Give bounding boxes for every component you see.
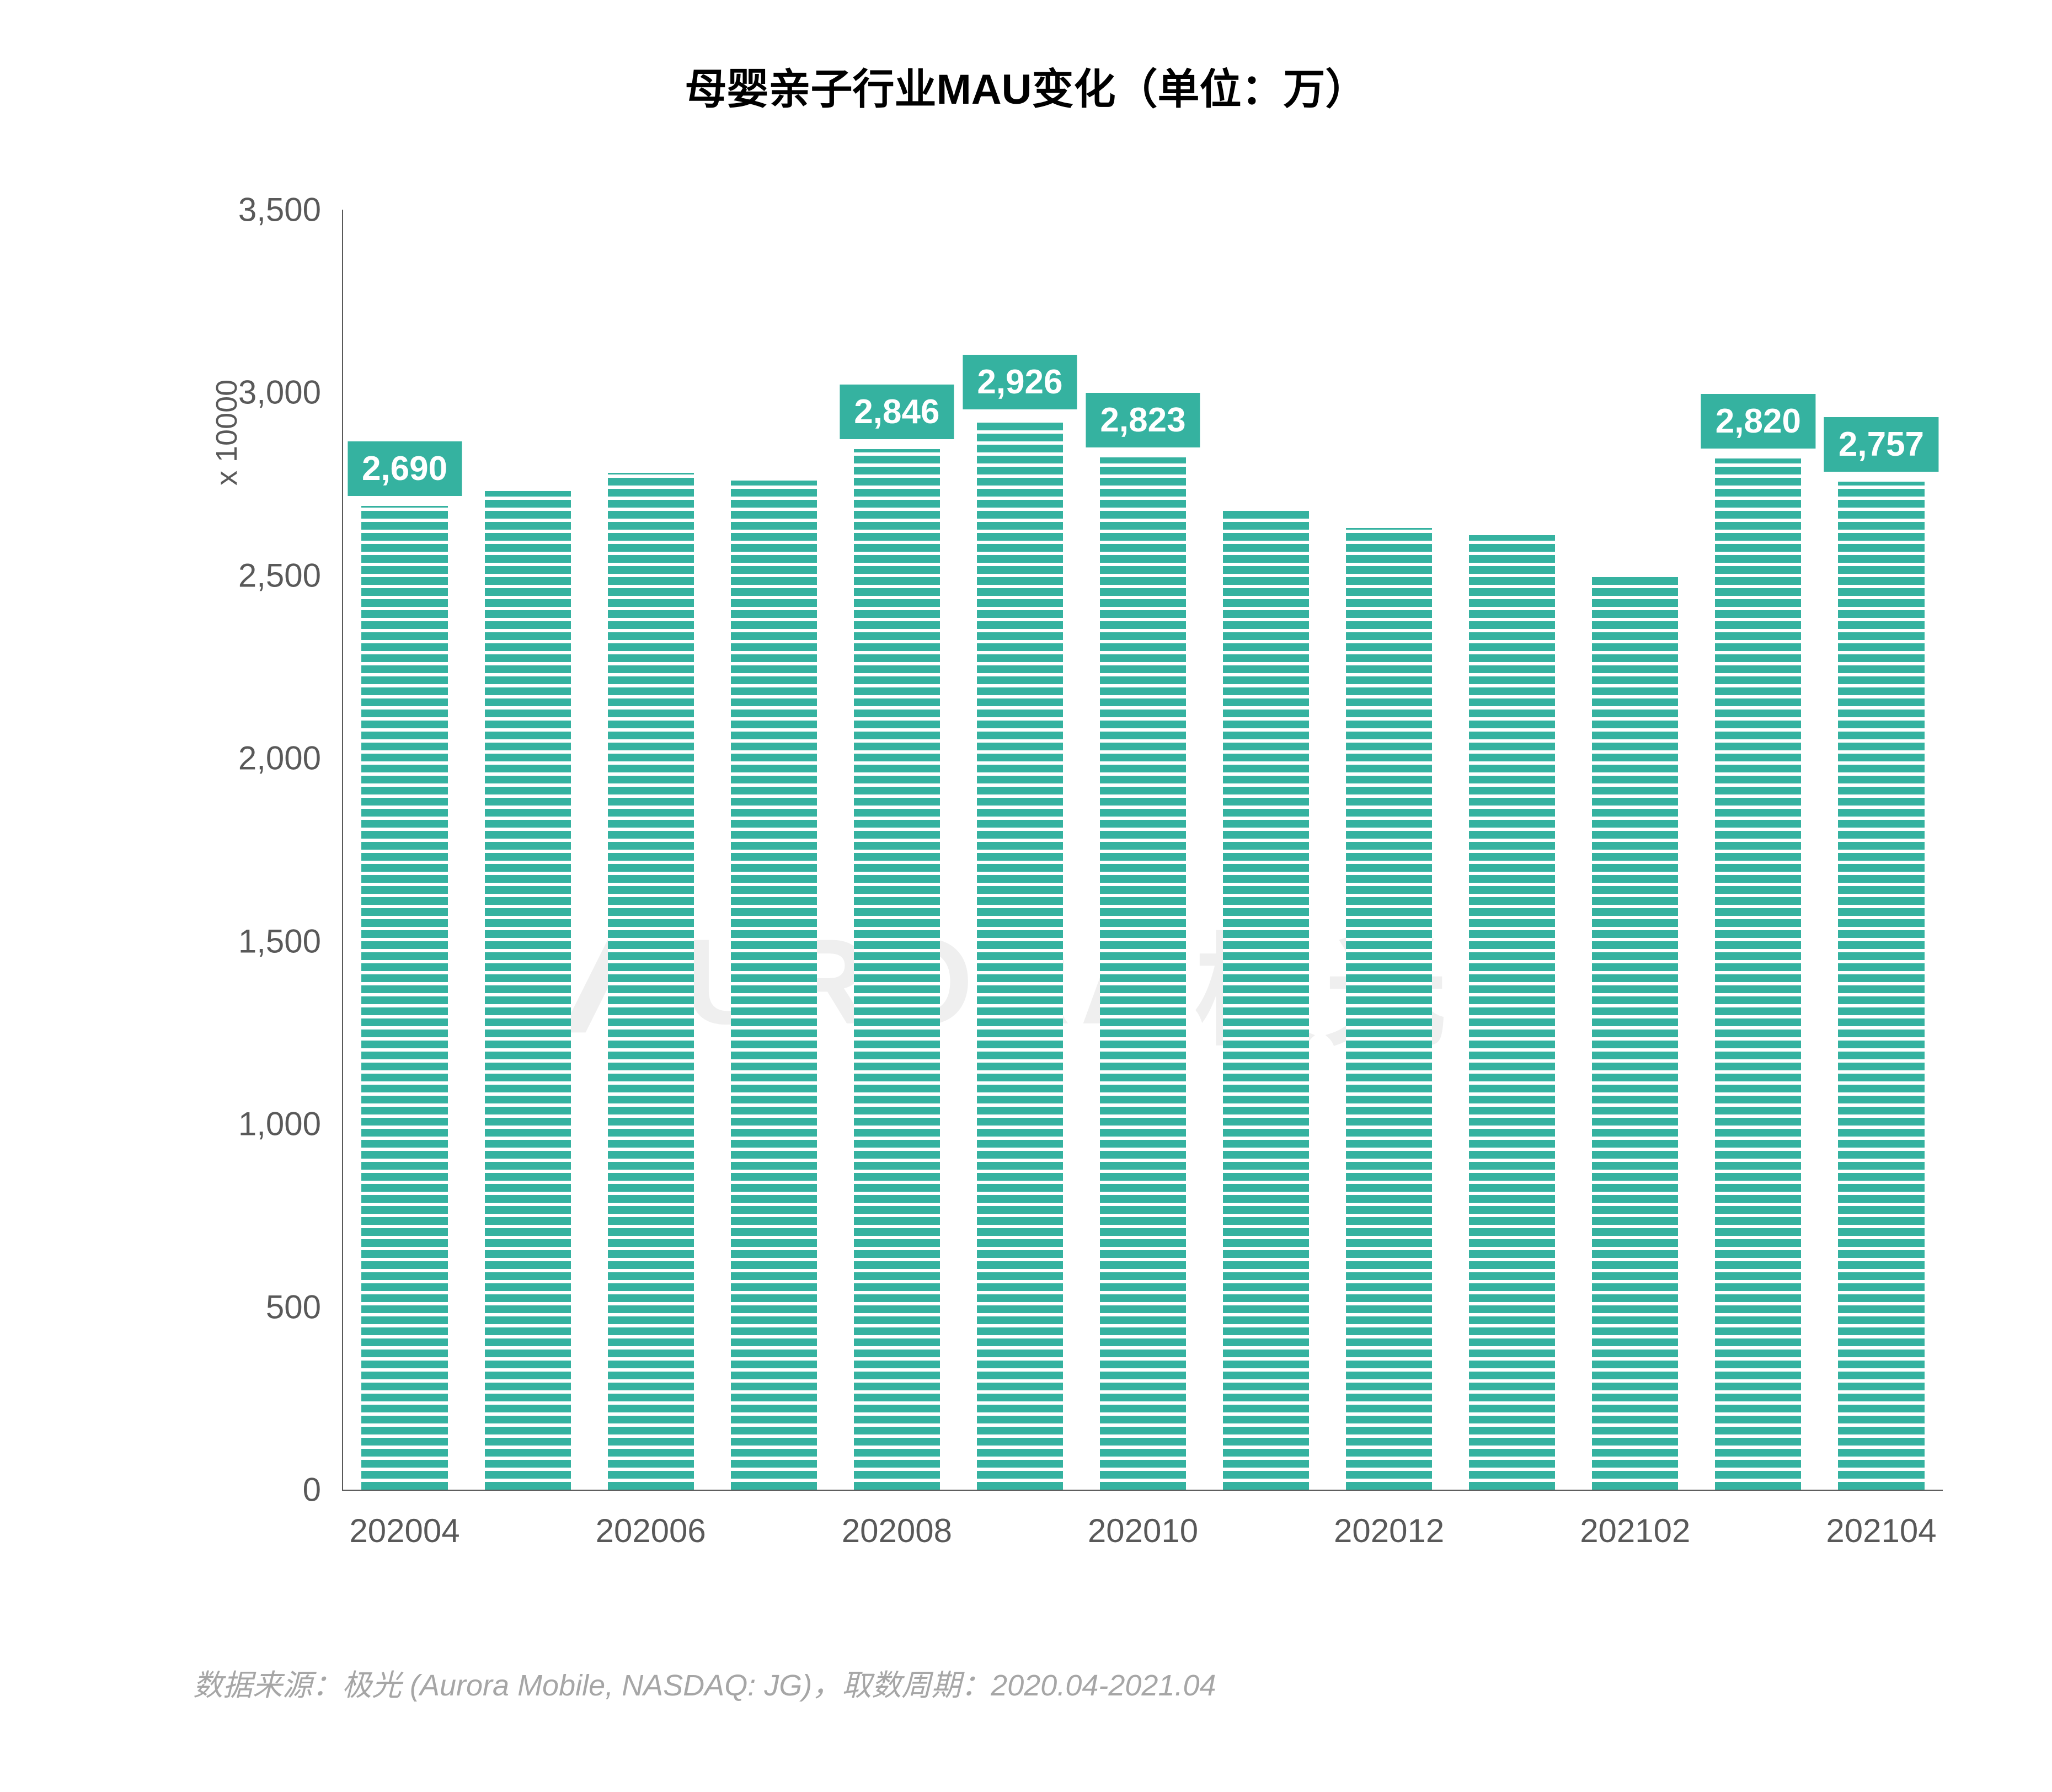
chart-container: URORA 极光 x 10000 05001,0001,5002,0002,50… xyxy=(0,0,2052,1792)
bar xyxy=(731,481,817,1490)
bar xyxy=(485,491,571,1490)
bar xyxy=(608,473,694,1490)
y-tick-label: 3,500 xyxy=(238,191,321,229)
y-tick-label: 500 xyxy=(266,1288,321,1326)
x-tick-label: 202008 xyxy=(842,1512,952,1550)
x-tick-label: 202102 xyxy=(1580,1512,1690,1550)
bar xyxy=(1715,458,1801,1490)
x-tick-label: 202012 xyxy=(1334,1512,1444,1550)
x-tick-label: 202010 xyxy=(1088,1512,1198,1550)
y-tick-label: 2,000 xyxy=(238,739,321,777)
bar-value-label: 2,820 xyxy=(1701,394,1815,449)
bar xyxy=(1223,510,1309,1490)
x-tick-label: 202006 xyxy=(596,1512,706,1550)
bar xyxy=(1100,457,1186,1490)
bar xyxy=(1469,535,1555,1490)
bar xyxy=(1838,482,1924,1490)
bar-value-label: 2,823 xyxy=(1086,393,1200,447)
bar-value-label: 2,690 xyxy=(348,441,462,496)
bar xyxy=(1346,528,1432,1490)
bar xyxy=(854,449,940,1490)
y-tick-label: 1,500 xyxy=(238,922,321,960)
bar-value-label: 2,926 xyxy=(963,355,1077,409)
data-source-note: 数据来源：极光 (Aurora Mobile, NASDAQ: JG)，取数周期… xyxy=(193,1661,1216,1704)
bar-value-label: 2,757 xyxy=(1824,417,1938,472)
y-tick-label: 2,500 xyxy=(238,556,321,594)
x-tick-label: 202004 xyxy=(349,1512,459,1550)
chart-page: 母婴亲子行业MAU变化（单位：万） URORA 极光 x 10000 05001… xyxy=(0,0,2052,1792)
y-tick-label: 3,000 xyxy=(238,374,321,412)
y-tick-label: 0 xyxy=(303,1471,321,1509)
bar xyxy=(977,419,1063,1490)
y-tick-label: 1,000 xyxy=(238,1105,321,1143)
plot-area: 05001,0001,5002,0002,5003,0003,5002,6902… xyxy=(342,210,1943,1491)
bar xyxy=(361,506,447,1490)
bar xyxy=(1592,575,1678,1490)
x-tick-label: 202104 xyxy=(1826,1512,1936,1550)
bar-value-label: 2,846 xyxy=(840,385,954,439)
